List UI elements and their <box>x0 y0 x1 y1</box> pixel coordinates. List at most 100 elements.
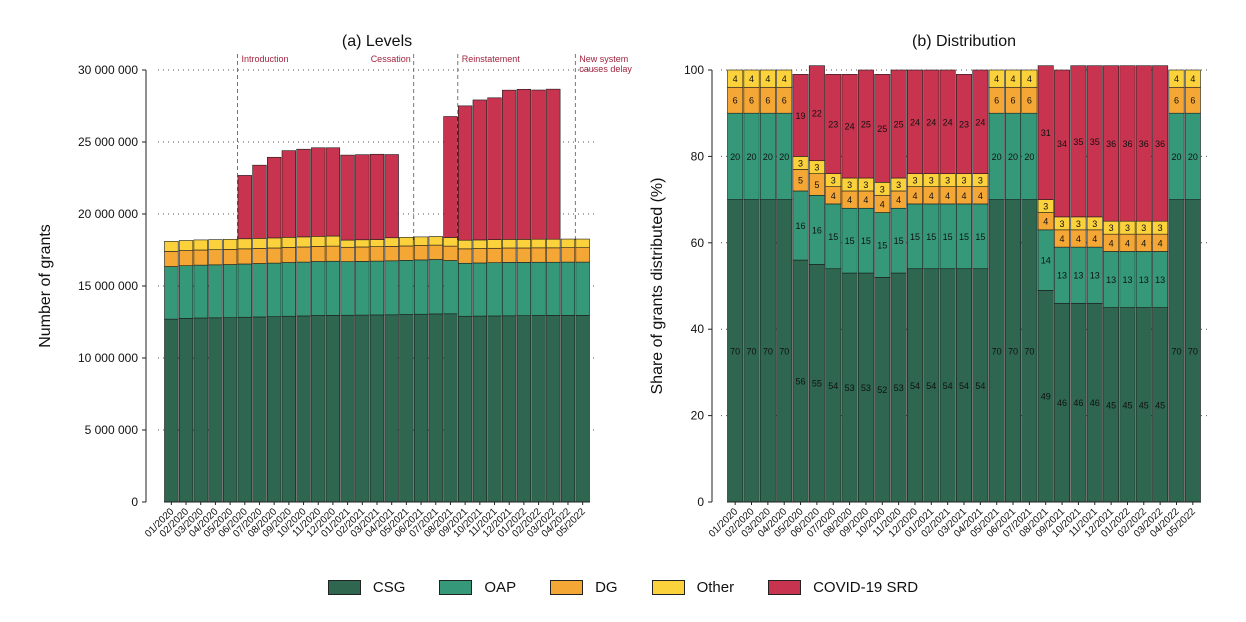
levels-bar-oap-08-2020 <box>267 262 282 317</box>
distribution-bar-other-04-2020 <box>776 69 793 88</box>
distribution-data-label-csg-12-2021: 45 <box>1106 400 1116 410</box>
levels-bar-dg-04-2022 <box>560 247 576 263</box>
distribution-data-label-csg-02-2020: 70 <box>747 346 757 356</box>
levels-bar-other-07-2020 <box>252 238 267 249</box>
legend-swatch-other <box>651 579 685 595</box>
levels-bar-dg-09-2020 <box>281 247 297 263</box>
distribution-y-axis-title: Share of grants distributed (%) <box>649 178 666 395</box>
levels-bar-other-11-2020 <box>311 236 326 247</box>
levels-bar-covid-19-srd-08-2021 <box>443 116 458 238</box>
distribution-data-label-csg-03-2020: 70 <box>763 346 773 356</box>
levels-bar-covid-19-srd-11-2020 <box>311 147 326 237</box>
distribution-data-label-csg-11-2021: 46 <box>1090 398 1100 408</box>
levels-annotation-new-system-causes-delay-label-line: causes delay <box>579 64 632 74</box>
levels-bar-csg-05-2021 <box>399 314 414 503</box>
distribution-bar-covid-19-srd-08-2021 <box>1037 65 1054 200</box>
levels-bar-csg-12-2021 <box>502 315 517 503</box>
distribution-y-tick-label-1: 20 <box>691 409 705 423</box>
distribution-data-label-covid-19-srd-10-2020: 25 <box>877 124 887 134</box>
levels-bar-csg-02-2021 <box>355 314 370 503</box>
levels-bar-oap-11-2020 <box>311 261 326 316</box>
levels-bar-oap-02-2020 <box>178 265 194 319</box>
distribution-data-label-oap-07-2021: 20 <box>1024 152 1034 162</box>
levels-bar-other-02-2022 <box>531 238 546 249</box>
levels-bar-csg-03-2020 <box>193 317 208 503</box>
legend-item-covid-srd: COVID-19 SRD <box>768 579 918 596</box>
distribution-bar-covid-19-srd-04-2021 <box>972 69 989 174</box>
levels-bar-csg-04-2021 <box>384 314 399 503</box>
levels-bar-dg-11-2021 <box>487 247 502 263</box>
distribution-data-label-csg-09-2021: 46 <box>1057 398 1067 408</box>
levels-bar-csg-03-2022 <box>546 315 561 503</box>
distribution-bar-covid-19-srd-11-2020 <box>890 69 907 179</box>
levels-bar-dg-05-2020 <box>222 249 238 265</box>
levels-bar-covid-19-srd-09-2020 <box>281 150 297 238</box>
levels-bar-dg-08-2021 <box>443 245 458 261</box>
distribution-data-label-oap-12-2020: 15 <box>910 232 920 242</box>
levels-bar-oap-02-2022 <box>531 261 546 316</box>
distribution-bar-other-04-2022 <box>1168 69 1185 88</box>
distribution-data-label-csg-03-2022: 45 <box>1155 400 1165 410</box>
distribution-bar-covid-19-srd-11-2021 <box>1086 65 1103 218</box>
distribution-data-label-covid-19-srd-01-2021: 24 <box>926 117 936 127</box>
distribution-bar-covid-19-srd-02-2022 <box>1135 65 1152 222</box>
legend-item-other: Other <box>651 579 734 596</box>
distribution-data-label-dg-03-2020: 6 <box>765 96 770 106</box>
levels-bar-other-10-2021 <box>472 239 487 249</box>
levels-bar-dg-05-2021 <box>399 245 414 261</box>
levels-bar-csg-09-2021 <box>457 315 473 503</box>
levels-bar-oap-10-2020 <box>296 261 311 317</box>
levels-bar-csg-09-2020 <box>281 315 297 503</box>
distribution-data-label-other-02-2021: 3 <box>945 176 950 186</box>
distribution-data-label-dg-05-2020: 5 <box>798 176 803 186</box>
distribution-data-label-covid-19-srd-08-2020: 24 <box>845 122 855 132</box>
distribution-data-label-oap-09-2021: 13 <box>1057 271 1067 281</box>
levels-bar-csg-07-2021 <box>428 313 443 503</box>
distribution-data-label-other-04-2020: 4 <box>782 74 787 84</box>
distribution-data-label-csg-06-2021: 70 <box>1008 346 1018 356</box>
distribution-data-label-covid-19-srd-11-2020: 25 <box>894 120 904 130</box>
levels-bar-dg-02-2022 <box>531 247 546 263</box>
distribution-data-label-oap-04-2022: 20 <box>1171 152 1181 162</box>
distribution-bar-covid-19-srd-12-2021 <box>1103 65 1120 222</box>
levels-bar-csg-11-2020 <box>311 315 326 503</box>
levels-bar-other-05-2021 <box>399 237 414 247</box>
levels-y-tick-label-1: 5 000 000 <box>85 423 139 437</box>
levels-y-tick-label-4: 20 000 000 <box>78 207 138 221</box>
distribution-data-label-oap-11-2020: 15 <box>894 236 904 246</box>
levels-bar-oap-07-2020 <box>252 263 267 318</box>
distribution-data-label-oap-08-2021: 14 <box>1041 256 1051 266</box>
levels-bar-other-04-2022 <box>560 238 576 248</box>
distribution-data-label-other-01-2020: 4 <box>733 74 738 84</box>
levels-bar-covid-19-srd-03-2021 <box>369 153 385 240</box>
distribution-data-label-dg-01-2021: 4 <box>929 191 934 201</box>
distribution-data-label-other-11-2020: 3 <box>896 180 901 190</box>
distribution-data-label-other-03-2020: 4 <box>765 74 770 84</box>
levels-bar-oap-07-2021 <box>428 259 443 315</box>
distribution-data-label-dg-03-2021: 4 <box>961 191 966 201</box>
levels-bar-csg-10-2021 <box>472 315 487 503</box>
levels-bar-other-12-2021 <box>502 239 517 249</box>
levels-bar-covid-19-srd-03-2022 <box>546 88 561 240</box>
distribution-data-label-oap-01-2022: 13 <box>1122 275 1132 285</box>
distribution-bar-other-02-2020 <box>743 69 760 88</box>
distribution-data-label-other-05-2020: 3 <box>798 158 803 168</box>
levels-bar-oap-04-2020 <box>208 264 223 319</box>
distribution-data-label-oap-06-2021: 20 <box>1008 152 1018 162</box>
distribution-data-label-oap-12-2021: 13 <box>1106 275 1116 285</box>
levels-bar-csg-08-2020 <box>267 316 282 503</box>
levels-bar-oap-12-2020 <box>325 260 341 316</box>
levels-bar-dg-01-2021 <box>340 246 355 262</box>
levels-bar-csg-05-2020 <box>222 317 238 503</box>
distribution-data-label-oap-07-2020: 15 <box>828 232 838 242</box>
levels-bar-covid-19-srd-07-2020 <box>252 164 267 239</box>
levels-bar-csg-04-2022 <box>560 315 576 503</box>
levels-bar-oap-09-2021 <box>457 262 473 317</box>
levels-annotation-cessation-label: Cessation <box>371 54 411 64</box>
distribution-data-label-covid-19-srd-06-2020: 22 <box>812 109 822 119</box>
levels-bar-dg-12-2021 <box>502 247 517 263</box>
levels-bar-other-10-2020 <box>296 236 311 248</box>
distribution-data-label-dg-07-2020: 4 <box>831 191 836 201</box>
levels-bar-csg-03-2021 <box>369 314 385 503</box>
distribution-bar-covid-19-srd-03-2021 <box>956 74 972 174</box>
